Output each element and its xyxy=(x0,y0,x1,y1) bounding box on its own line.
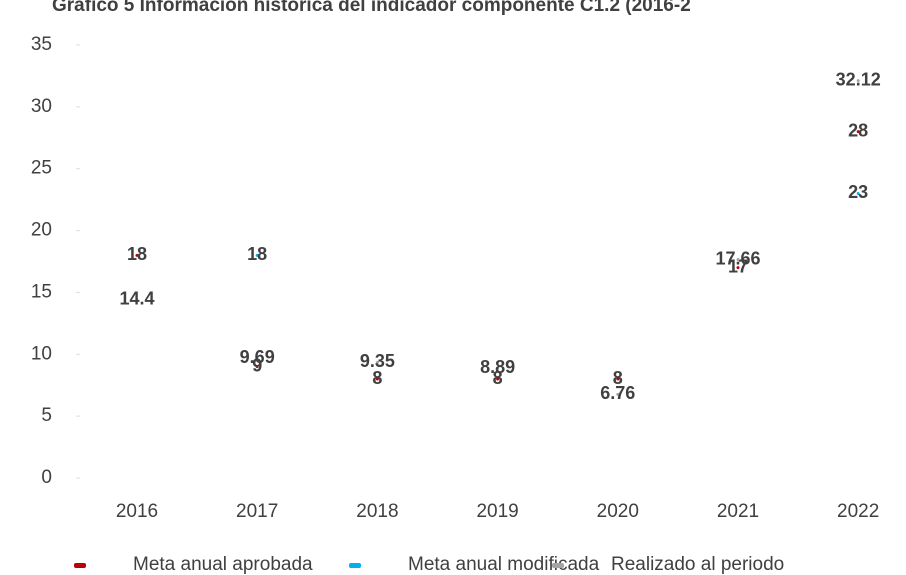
data-label: 9 xyxy=(252,355,262,375)
x-tick-label: 2022 xyxy=(837,501,879,522)
y-tick-label: 35 xyxy=(31,34,52,55)
point xyxy=(616,392,620,396)
point xyxy=(255,356,259,360)
legend-label: Meta anual modificada xyxy=(408,554,600,575)
data-label: 18 xyxy=(247,244,267,264)
point xyxy=(135,298,139,302)
data-label: 28 xyxy=(848,120,868,140)
legend-label: Meta anual aprobada xyxy=(133,554,313,575)
data-label: 8 xyxy=(372,368,382,388)
y-tick-label: 5 xyxy=(41,405,52,426)
x-tick-label: 2017 xyxy=(236,501,278,522)
chart-title: Gráfico 5 Información histórica del indi… xyxy=(52,0,691,16)
y-tick-label: 0 xyxy=(41,467,52,488)
data-label: 32.12 xyxy=(836,69,881,89)
x-tick-label: 2016 xyxy=(116,501,158,522)
legend-label: Realizado al periodo xyxy=(611,554,784,575)
y-tick-label: 15 xyxy=(31,281,52,302)
point xyxy=(375,377,379,381)
data-label: 8.89 xyxy=(480,357,515,377)
y-tick-label: 25 xyxy=(31,158,52,179)
point xyxy=(736,258,740,262)
x-tick-label: 2020 xyxy=(597,501,639,522)
y-tick-label: 30 xyxy=(31,96,52,117)
data-label: 18 xyxy=(127,244,147,264)
data-label: 17 xyxy=(728,256,748,276)
point xyxy=(856,191,860,195)
legend-swatch xyxy=(74,563,86,568)
data-label: 23 xyxy=(848,182,868,202)
y-tick-label: 20 xyxy=(31,220,52,241)
x-tick-label: 2021 xyxy=(717,501,759,522)
point xyxy=(255,365,259,369)
legend-swatch xyxy=(349,563,361,568)
legend-swatch xyxy=(552,563,564,568)
point xyxy=(856,130,860,134)
y-tick-label: 10 xyxy=(31,343,52,364)
data-label: 6.76 xyxy=(600,383,635,403)
data-label: 9.35 xyxy=(360,351,395,371)
data-label: 17.66 xyxy=(715,248,760,268)
x-tick-label: 2018 xyxy=(356,501,398,522)
data-label: 14.4 xyxy=(119,289,154,309)
point xyxy=(375,360,379,364)
x-tick-label: 2019 xyxy=(476,501,518,522)
point xyxy=(856,79,860,83)
data-label: 8 xyxy=(613,368,623,388)
point xyxy=(135,253,139,257)
point xyxy=(616,377,620,381)
data-label: 9.69 xyxy=(240,347,275,367)
point xyxy=(255,253,259,257)
point xyxy=(736,266,740,270)
point xyxy=(496,377,500,381)
point xyxy=(496,366,500,370)
data-label: 8 xyxy=(493,368,503,388)
